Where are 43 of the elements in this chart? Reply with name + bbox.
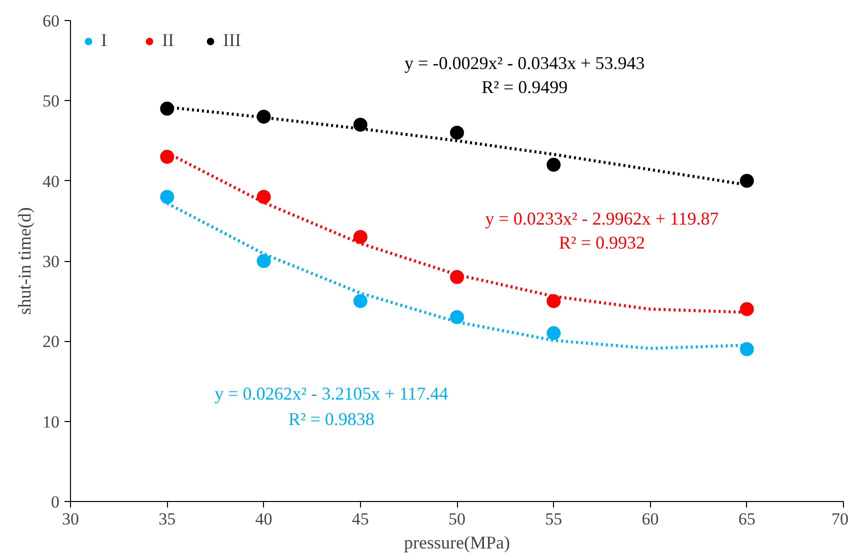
annotation: y = -0.0029x² - 0.0343x + 53.943 bbox=[404, 52, 645, 73]
y-tick-label: 30 bbox=[42, 252, 60, 271]
point bbox=[740, 302, 754, 316]
x-tick-label: 35 bbox=[158, 510, 176, 528]
y-tick-label: 40 bbox=[42, 172, 60, 191]
point bbox=[450, 126, 464, 140]
point bbox=[546, 158, 561, 172]
point bbox=[256, 254, 271, 268]
point bbox=[546, 326, 561, 340]
point bbox=[353, 294, 368, 308]
point bbox=[450, 310, 464, 324]
y-tick-label: 10 bbox=[42, 412, 60, 432]
annotation: R² = 0.9838 bbox=[288, 408, 374, 429]
legend-label: III bbox=[223, 30, 242, 51]
x-tick-label: 60 bbox=[642, 510, 659, 528]
annotation: y = 0.0262x² - 3.2105x + 117.44 bbox=[214, 383, 448, 404]
point bbox=[353, 230, 368, 244]
point bbox=[740, 174, 754, 188]
annotation: R² = 0.9499 bbox=[482, 76, 568, 97]
legend-label: I bbox=[101, 30, 108, 51]
point bbox=[353, 118, 368, 132]
y-tick-label: 60 bbox=[42, 12, 60, 30]
x-axis-title: pressure(MPa) bbox=[404, 532, 510, 552]
x-tick-label: 70 bbox=[832, 510, 848, 528]
annotation: R² = 0.9932 bbox=[558, 232, 645, 253]
y-tick-label: 0 bbox=[51, 492, 60, 512]
y-tick-label: 20 bbox=[42, 332, 60, 352]
x-tick-label: 30 bbox=[62, 510, 79, 528]
y-axis-title: shut-in time(d) bbox=[14, 207, 34, 315]
x-tick-label: 50 bbox=[448, 510, 466, 528]
legend-label: II bbox=[162, 30, 175, 51]
point bbox=[740, 342, 754, 356]
x-tick-label: 65 bbox=[738, 510, 756, 528]
x-tick-label: 40 bbox=[255, 510, 272, 528]
point bbox=[546, 294, 561, 308]
point bbox=[160, 190, 174, 204]
y-tick-label: 50 bbox=[42, 92, 60, 111]
point bbox=[160, 102, 174, 116]
x-tick-label: 45 bbox=[352, 510, 369, 528]
point bbox=[256, 190, 271, 204]
x-tick-label: 55 bbox=[545, 510, 562, 528]
annotation: y = 0.0233x² - 2.9962x + 119.87 bbox=[485, 208, 719, 229]
point bbox=[160, 150, 174, 164]
